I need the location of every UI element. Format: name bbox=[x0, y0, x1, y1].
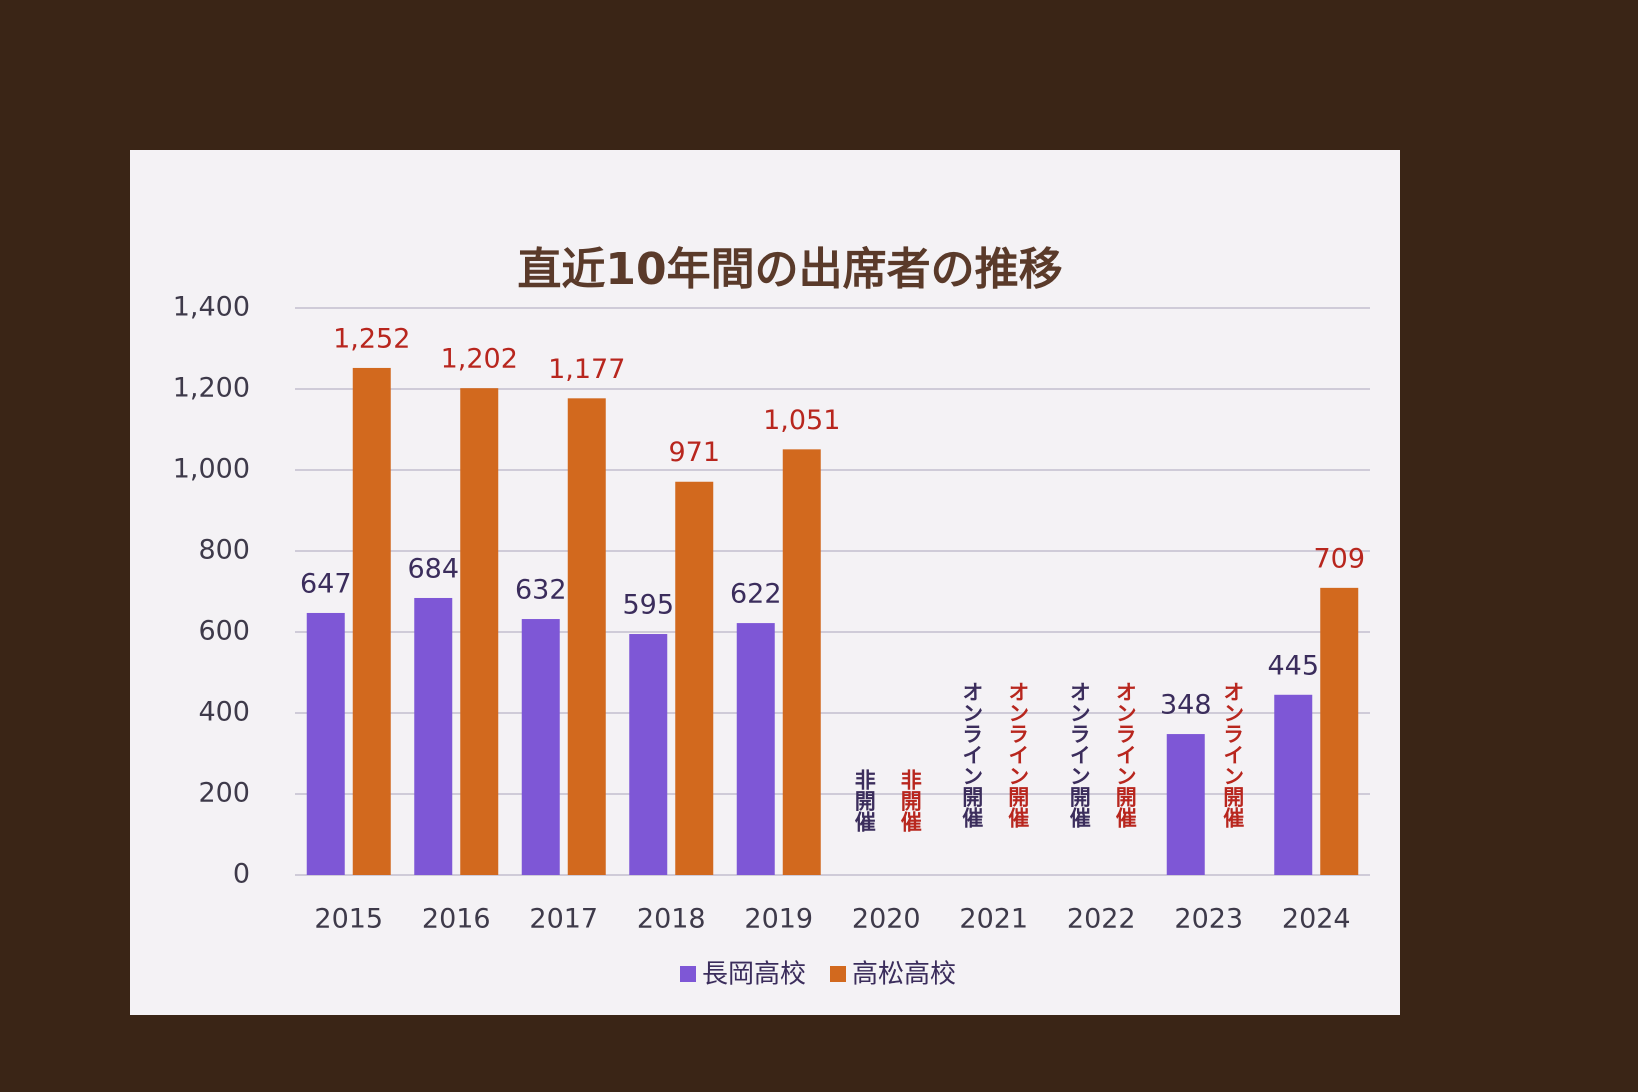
value-label: 595 bbox=[622, 590, 674, 621]
bar bbox=[521, 619, 560, 875]
value-label: 1,202 bbox=[441, 344, 518, 375]
chart-title: 直近10年間の出席者の推移 bbox=[517, 244, 1062, 295]
bar bbox=[1166, 734, 1205, 875]
value-label: 709 bbox=[1313, 543, 1365, 574]
bar bbox=[306, 612, 345, 875]
annotation: 非開催 bbox=[898, 769, 922, 832]
bar bbox=[414, 597, 453, 875]
bar bbox=[782, 449, 821, 875]
y-tick-label: 800 bbox=[198, 535, 250, 566]
annotation: オンライン開催 bbox=[1113, 681, 1137, 828]
x-tick-label: 2016 bbox=[422, 904, 491, 935]
value-label: 348 bbox=[1160, 690, 1212, 721]
value-label: 647 bbox=[300, 568, 352, 599]
annotation: オンライン開催 bbox=[960, 681, 984, 828]
value-label: 971 bbox=[668, 437, 720, 468]
y-tick-label: 200 bbox=[198, 778, 250, 809]
y-tick-label: 400 bbox=[198, 697, 250, 728]
x-tick-label: 2020 bbox=[852, 904, 921, 935]
x-tick-label: 2024 bbox=[1282, 904, 1351, 935]
value-label: 622 bbox=[730, 579, 782, 610]
bar bbox=[1320, 587, 1359, 875]
x-tick-label: 2022 bbox=[1067, 904, 1136, 935]
x-tick-label: 2019 bbox=[744, 904, 813, 935]
value-label: 684 bbox=[407, 553, 459, 584]
x-tick-label: 2021 bbox=[959, 904, 1028, 935]
value-label: 1,252 bbox=[333, 323, 410, 354]
value-label: 632 bbox=[515, 575, 567, 606]
value-label: 1,177 bbox=[548, 354, 625, 385]
legend-label: 高松高校 bbox=[852, 960, 956, 990]
annotation: オンライン開催 bbox=[1006, 681, 1030, 828]
y-tick-label: 1,000 bbox=[173, 454, 250, 485]
x-tick-label: 2023 bbox=[1174, 904, 1243, 935]
bar bbox=[675, 481, 714, 875]
y-tick-label: 600 bbox=[198, 616, 250, 647]
x-tick-label: 2015 bbox=[314, 904, 383, 935]
bar bbox=[352, 367, 391, 875]
y-tick-label: 1,400 bbox=[173, 292, 250, 323]
y-tick-label: 1,200 bbox=[173, 373, 250, 404]
annotation: オンライン開催 bbox=[1221, 681, 1245, 828]
annotation: 非開催 bbox=[852, 769, 876, 832]
legend-label: 長岡高校 bbox=[702, 960, 806, 990]
x-tick-label: 2017 bbox=[529, 904, 598, 935]
legend-swatch bbox=[680, 966, 696, 982]
y-tick-label: 0 bbox=[233, 859, 250, 890]
x-tick-label: 2018 bbox=[637, 904, 706, 935]
bar bbox=[736, 623, 775, 875]
bar bbox=[460, 388, 499, 875]
bar bbox=[629, 634, 668, 875]
bar bbox=[567, 398, 606, 875]
bar bbox=[1274, 694, 1313, 875]
annotation: オンライン開催 bbox=[1067, 681, 1091, 828]
legend-swatch bbox=[830, 966, 846, 982]
value-label: 445 bbox=[1267, 650, 1319, 681]
value-label: 1,051 bbox=[763, 405, 840, 436]
